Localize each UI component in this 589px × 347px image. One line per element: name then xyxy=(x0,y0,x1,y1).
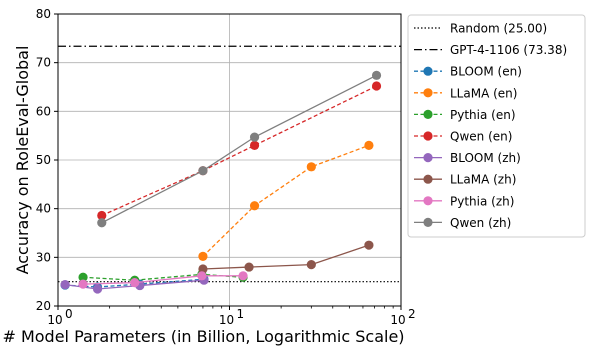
legend-entry: Qwen (zh) xyxy=(414,216,511,230)
data-point xyxy=(306,260,316,270)
x-tick-exponent: 1 xyxy=(237,307,245,321)
data-point xyxy=(306,162,316,172)
legend-label: BLOOM (en) xyxy=(450,65,522,79)
x-axis-title: # Model Parameters (in Billion, Logarith… xyxy=(2,327,404,346)
series-line xyxy=(202,244,370,270)
data-point xyxy=(78,279,88,289)
legend-label: Pythia (en) xyxy=(450,108,516,122)
data-point xyxy=(371,70,382,80)
data-point xyxy=(249,201,260,211)
legend: Random (25.00) GPT-4-1106 (73.38) BLOOM (e… xyxy=(407,14,586,238)
legend-marker xyxy=(423,66,433,76)
series xyxy=(97,70,382,228)
data-point xyxy=(371,81,382,91)
series xyxy=(198,140,374,261)
legend-label: Random (25.00) xyxy=(450,22,547,36)
data-point xyxy=(244,262,254,272)
data-point xyxy=(249,140,260,150)
series xyxy=(97,81,382,221)
reference-lines xyxy=(58,45,401,283)
y-tick-label: 70 xyxy=(36,56,51,70)
data-point xyxy=(198,251,208,261)
series-layer xyxy=(60,70,382,294)
series-line xyxy=(83,275,244,285)
legend-entry: LLaMA (zh) xyxy=(414,173,516,187)
x-tick-label: 10 xyxy=(47,313,62,327)
legend-entry: BLOOM (en) xyxy=(414,65,522,79)
series xyxy=(198,240,374,274)
data-point xyxy=(97,218,107,228)
y-tick-label: 30 xyxy=(36,250,51,264)
grid-lines xyxy=(57,13,402,307)
y-tick-label: 20 xyxy=(36,299,51,313)
data-point xyxy=(60,279,70,290)
series-line xyxy=(101,85,377,217)
y-tick-label: 60 xyxy=(36,104,51,118)
data-point xyxy=(92,284,103,294)
legend-marker xyxy=(423,131,433,141)
legend-label: Pythia (zh) xyxy=(450,194,514,208)
legend-box xyxy=(407,14,586,238)
legend-marker xyxy=(423,109,433,119)
legend-marker xyxy=(423,174,433,184)
data-point xyxy=(249,132,260,142)
legend-label: Qwen (zh) xyxy=(450,216,511,230)
legend-marker xyxy=(423,196,433,206)
y-tick-label: 50 xyxy=(36,153,51,167)
legend-entry: Random (25.00) xyxy=(414,22,547,36)
legend-label: LLaMA (zh) xyxy=(450,173,516,187)
legend-entry: Pythia (zh) xyxy=(414,194,514,208)
legend-label: GPT-4-1106 (73.38) xyxy=(450,43,567,57)
legend-entry: Qwen (en) xyxy=(414,130,512,144)
legend-marker xyxy=(423,153,433,163)
series xyxy=(78,271,248,289)
data-point xyxy=(78,272,88,282)
data-point xyxy=(97,210,107,221)
legend-label: Qwen (en) xyxy=(450,130,512,144)
data-point xyxy=(130,278,140,288)
x-tick-label: 10 xyxy=(390,313,405,327)
legend-marker xyxy=(423,217,433,227)
y-axis-title: Accuracy on RoleEval-Global xyxy=(13,46,32,275)
data-point xyxy=(238,271,248,281)
series-line xyxy=(202,144,370,257)
x-tick-label: 10 xyxy=(219,313,234,327)
series-line xyxy=(101,74,377,224)
y-tick-label: 80 xyxy=(36,7,51,21)
legend-entry: Pythia (en) xyxy=(414,108,516,122)
legend-label: LLaMA (en) xyxy=(450,86,517,100)
legend-entry: GPT-4-1106 (73.38) xyxy=(414,43,567,57)
data-point xyxy=(364,140,374,150)
y-tick-label: 40 xyxy=(36,202,51,216)
x-tick-exponent: 2 xyxy=(408,307,416,321)
data-point xyxy=(197,271,207,281)
legend-label: BLOOM (zh) xyxy=(450,151,521,165)
legend-entry: LLaMA (en) xyxy=(414,86,517,100)
data-point xyxy=(364,240,374,250)
legend-entry: BLOOM (zh) xyxy=(414,151,521,165)
x-tick-exponent: 0 xyxy=(65,307,73,321)
data-point xyxy=(198,264,208,274)
data-point xyxy=(198,166,208,176)
legend-marker xyxy=(423,88,433,98)
